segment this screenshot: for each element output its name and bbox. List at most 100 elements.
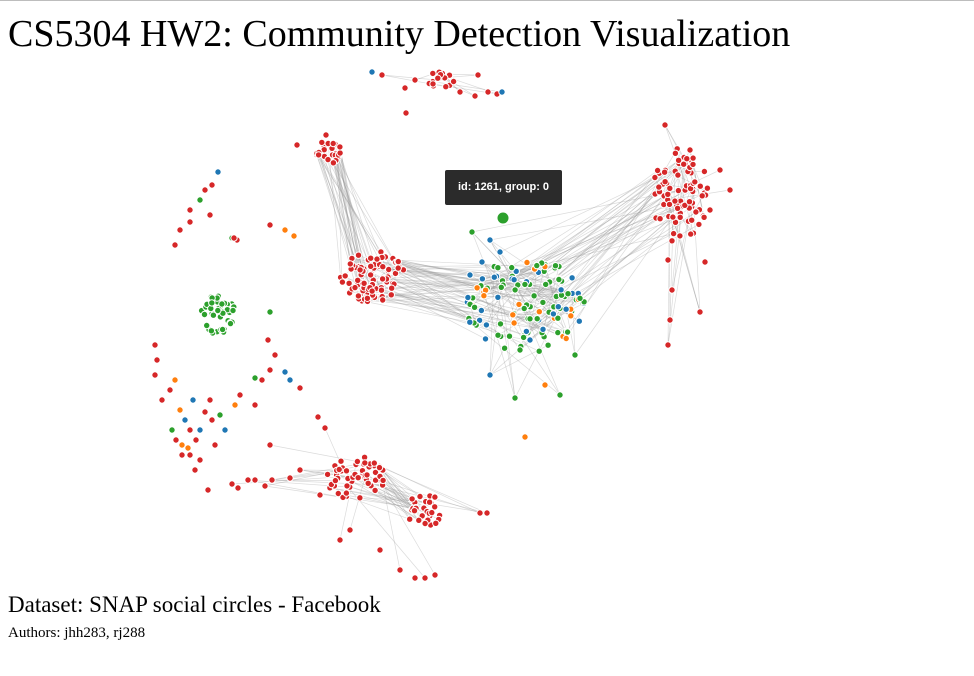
graph-node[interactable]	[331, 476, 340, 485]
graph-node[interactable]	[567, 312, 575, 320]
graph-node[interactable]	[716, 166, 724, 174]
graph-node[interactable]	[266, 366, 274, 374]
graph-node[interactable]	[474, 71, 482, 79]
graph-node[interactable]	[322, 131, 330, 139]
graph-node[interactable]	[483, 509, 491, 517]
graph-node[interactable]	[408, 495, 416, 503]
graph-node[interactable]	[421, 519, 429, 528]
graph-node[interactable]	[379, 263, 387, 271]
graph-node[interactable]	[186, 218, 194, 226]
graph-node[interactable]	[218, 300, 226, 308]
graph-node[interactable]	[290, 232, 298, 240]
graph-node[interactable]	[343, 482, 351, 490]
graph-node[interactable]	[533, 261, 541, 270]
graph-node[interactable]	[211, 441, 219, 449]
graph-node[interactable]	[476, 509, 484, 517]
graph-node[interactable]	[336, 143, 344, 151]
graph-node[interactable]	[364, 479, 372, 487]
graph-node[interactable]	[236, 391, 244, 399]
graph-node[interactable]	[209, 311, 218, 319]
graph-node[interactable]	[342, 489, 351, 497]
graph-node[interactable]	[192, 436, 200, 444]
graph-node[interactable]	[668, 237, 676, 245]
graph-node[interactable]	[575, 317, 583, 325]
graph-node[interactable]	[377, 286, 386, 294]
graph-node[interactable]	[486, 236, 494, 244]
graph-node[interactable]	[186, 451, 194, 459]
graph-node[interactable]	[268, 476, 276, 484]
graph-node[interactable]	[676, 213, 684, 222]
graph-node[interactable]	[687, 230, 695, 238]
graph-node[interactable]	[416, 492, 424, 501]
graph-node[interactable]	[498, 88, 506, 96]
graph-node[interactable]	[258, 376, 266, 384]
graph-node[interactable]	[666, 316, 674, 324]
graph-node[interactable]	[396, 566, 404, 574]
graph-node[interactable]	[563, 328, 572, 336]
graph-node[interactable]	[181, 416, 189, 424]
graph-node[interactable]	[208, 181, 216, 189]
graph-node[interactable]	[562, 305, 570, 313]
graph-node[interactable]	[214, 306, 222, 315]
graph-node[interactable]	[346, 260, 354, 268]
graph-node[interactable]	[515, 300, 523, 309]
graph-node[interactable]	[539, 325, 547, 333]
graph-node[interactable]	[151, 341, 159, 349]
graph-node[interactable]	[172, 436, 180, 444]
graph-node[interactable]	[686, 146, 694, 154]
graph-node[interactable]	[231, 401, 239, 409]
graph-node[interactable]	[378, 71, 386, 79]
graph-node[interactable]	[329, 139, 337, 148]
graph-node[interactable]	[656, 215, 664, 223]
graph-node[interactable]	[176, 226, 184, 234]
graph-node[interactable]	[244, 476, 252, 484]
graph-node[interactable]	[401, 84, 409, 92]
graph-node[interactable]	[674, 156, 683, 165]
graph-node[interactable]	[519, 333, 528, 342]
graph-node[interactable]	[497, 283, 505, 291]
graph-node[interactable]	[329, 159, 338, 167]
graph-node[interactable]	[321, 424, 329, 432]
graph-node[interactable]	[261, 482, 269, 490]
graph-node[interactable]	[379, 296, 387, 304]
graph-node[interactable]	[186, 206, 194, 214]
graph-node[interactable]	[186, 426, 194, 434]
graph-node[interactable]	[379, 476, 387, 485]
graph-node[interactable]	[341, 272, 349, 280]
graph-node[interactable]	[171, 241, 179, 249]
graph-node[interactable]	[314, 413, 322, 421]
graph-node[interactable]	[385, 265, 393, 274]
graph-node[interactable]	[266, 221, 274, 229]
graph-node[interactable]	[353, 457, 362, 466]
graph-node[interactable]	[564, 290, 572, 298]
graph-node[interactable]	[314, 151, 323, 159]
graph-node[interactable]	[692, 208, 700, 216]
graph-node[interactable]	[421, 574, 429, 582]
graph-node[interactable]	[706, 206, 714, 214]
graph-node[interactable]	[442, 83, 450, 91]
graph-node[interactable]	[542, 280, 550, 289]
graph-node[interactable]	[370, 459, 378, 467]
graph-node[interactable]	[480, 292, 488, 300]
graph-node[interactable]	[371, 486, 379, 495]
graph-node[interactable]	[526, 336, 534, 344]
graph-node[interactable]	[661, 178, 669, 186]
graph-node[interactable]	[360, 279, 368, 287]
graph-node[interactable]	[434, 74, 442, 82]
graph-node[interactable]	[206, 396, 214, 404]
graph-node[interactable]	[354, 474, 362, 482]
graph-node[interactable]	[373, 255, 381, 263]
graph-node[interactable]	[477, 306, 486, 315]
graph-node[interactable]	[323, 470, 332, 479]
graph-node[interactable]	[388, 284, 396, 292]
graph-node[interactable]	[521, 280, 529, 289]
graph-node[interactable]	[541, 381, 549, 389]
graph-node[interactable]	[456, 88, 464, 96]
graph-node[interactable]	[354, 276, 362, 284]
graph-node[interactable]	[334, 489, 342, 498]
graph-node[interactable]	[551, 262, 560, 270]
graph-node[interactable]	[509, 311, 517, 319]
graph-node[interactable]	[266, 308, 274, 316]
graph-node[interactable]	[671, 149, 680, 158]
graph-node[interactable]	[466, 271, 474, 279]
